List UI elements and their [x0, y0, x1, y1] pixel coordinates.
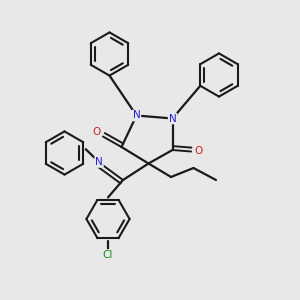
- Text: N: N: [169, 113, 176, 124]
- Text: Cl: Cl: [103, 250, 113, 260]
- Text: O: O: [92, 127, 100, 137]
- Text: N: N: [95, 157, 103, 167]
- Text: N: N: [133, 110, 140, 121]
- Text: O: O: [194, 146, 202, 157]
